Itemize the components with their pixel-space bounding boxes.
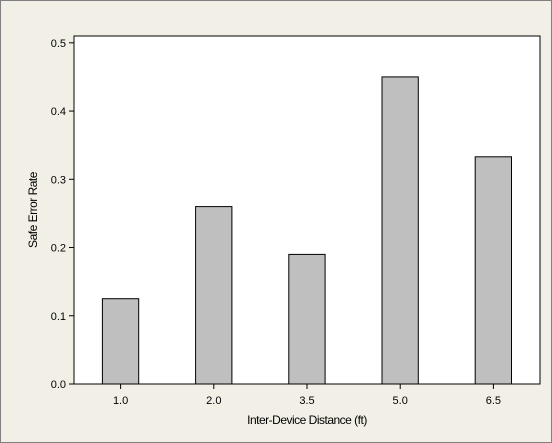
y-axis: 0.0 0.1 0.2 0.3 0.4 0.5 (51, 38, 74, 391)
y-tick-label: 0.2 (51, 243, 66, 255)
bar-5.0 (381, 76, 419, 385)
y-tick-label: 0.3 (51, 174, 66, 186)
x-tick-label: 3.5 (299, 395, 314, 407)
y-tick-label: 0.0 (51, 379, 66, 391)
x-tick-label: 6.5 (486, 395, 501, 407)
bar-1.0 (101, 298, 140, 385)
x-tick-label: 2.0 (206, 395, 221, 407)
y-tick-label: 0.5 (51, 38, 66, 50)
bars-group (101, 76, 513, 385)
y-tick-label: 0.1 (51, 311, 66, 323)
y-axis-title: Safe Error Rate (26, 171, 40, 248)
bar-6.5 (474, 156, 513, 385)
x-axis-title: Inter-Device Distance (ft) (247, 413, 367, 427)
x-tick-label: 1.0 (113, 395, 128, 407)
bar-3.5 (288, 253, 326, 385)
bar-2.0 (195, 206, 233, 385)
x-tick-label: 5.0 (393, 395, 408, 407)
y-tick-label: 0.4 (51, 106, 66, 118)
x-axis: 1.0 2.0 3.5 5.0 6.5 (113, 384, 501, 407)
